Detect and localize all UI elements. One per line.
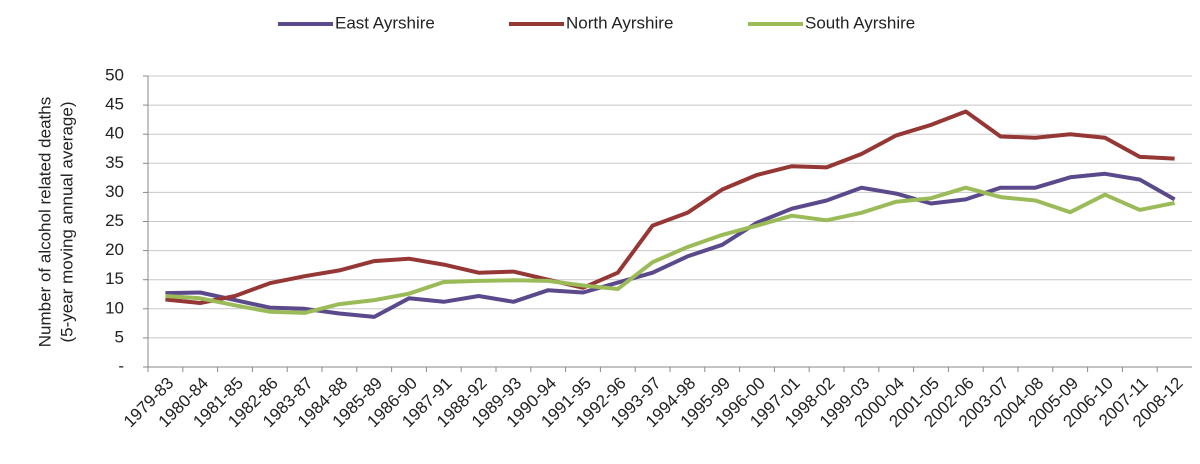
- y-axis-label: (5-year moving annual average): [57, 102, 76, 343]
- legend-label: South Ayrshire: [805, 13, 915, 32]
- data-line: [165, 185, 1175, 315]
- legend-label: North Ayrshire: [566, 13, 673, 32]
- legend-label: East Ayrshire: [335, 13, 435, 32]
- y-tick-label: 45: [105, 95, 124, 114]
- y-tick-label: 30: [105, 182, 124, 201]
- y-tick-label: 40: [105, 124, 124, 143]
- y-tick-label: 50: [105, 65, 124, 84]
- y-tick-label: 25: [105, 211, 124, 230]
- y-tick-label: 10: [105, 298, 124, 317]
- data-line: [165, 109, 1175, 305]
- y-tick-label: 20: [105, 240, 124, 259]
- y-axis-label: Number of alcohol related deaths: [35, 97, 54, 347]
- y-tick-label: 5: [115, 327, 124, 346]
- data-line: [165, 171, 1176, 319]
- y-tick-label: 35: [105, 153, 124, 172]
- y-tick-label: 15: [105, 269, 124, 288]
- y-tick-label: -: [118, 356, 124, 375]
